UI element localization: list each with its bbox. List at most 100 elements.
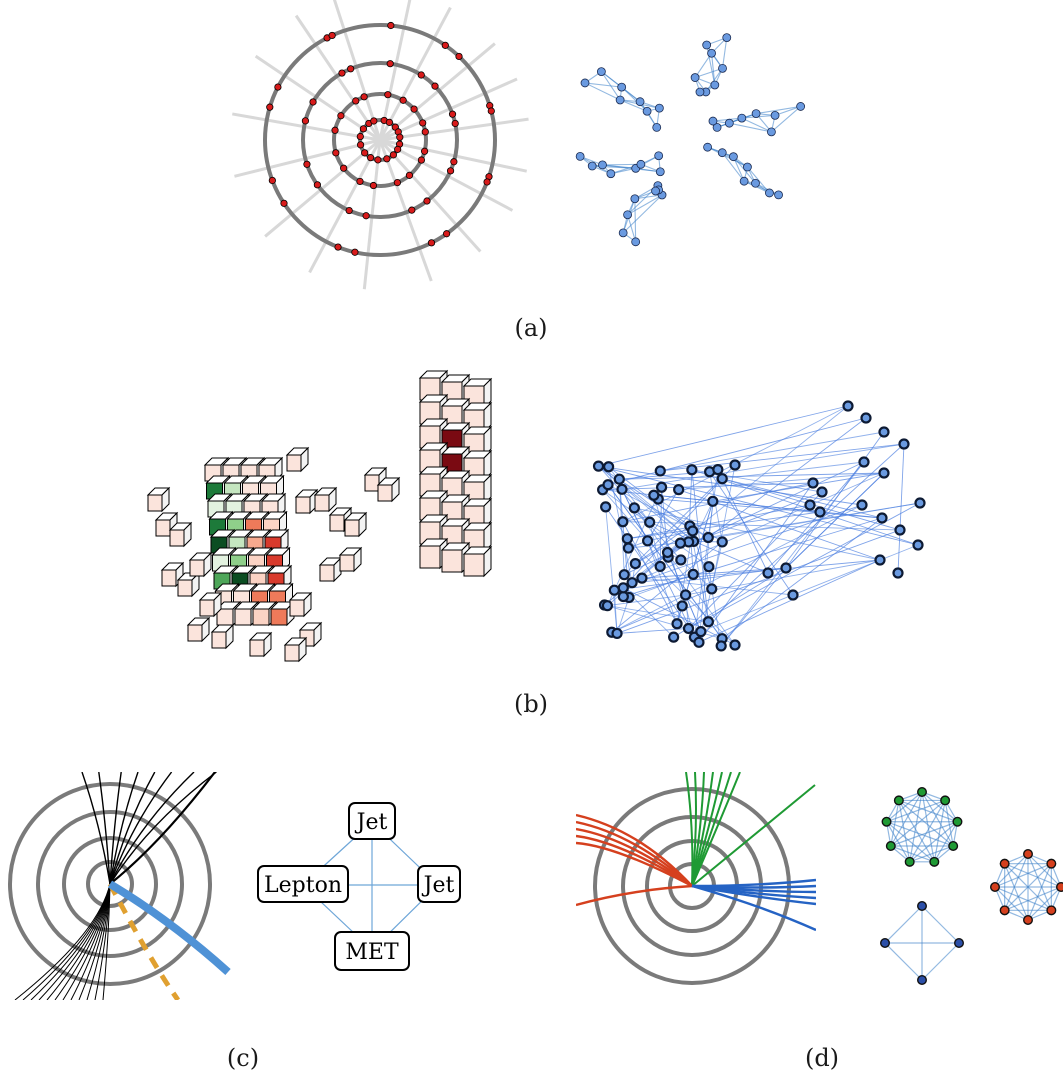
- graph-node: [661, 546, 674, 559]
- graph-edge: [721, 37, 728, 69]
- clique-edge: [909, 791, 923, 862]
- clique-edge: [890, 845, 935, 863]
- graph-node: [796, 102, 806, 111]
- graph-node: [636, 572, 648, 584]
- graph-edge: [774, 105, 801, 116]
- calorimeter-cell: [339, 554, 355, 572]
- graph-node: [770, 110, 780, 120]
- hit-point: [313, 181, 321, 189]
- hit-point: [337, 112, 345, 120]
- clique-node-blue: [954, 938, 965, 949]
- graph-edge: [694, 67, 723, 79]
- hit-point: [347, 65, 355, 73]
- graph-edge: [621, 489, 649, 541]
- hit-point: [443, 230, 451, 238]
- track-line: [362, 139, 382, 290]
- jet-tracks: [14, 772, 217, 1000]
- graph-edge: [623, 587, 736, 646]
- graph-edge: [613, 590, 618, 634]
- hit-point: [338, 69, 346, 77]
- graph-node: [651, 186, 660, 196]
- clique-node-red: [1046, 858, 1057, 869]
- detector-ring: [621, 815, 763, 957]
- graph-node: [894, 524, 906, 536]
- track-line: [332, 0, 382, 141]
- hit-point: [331, 126, 339, 134]
- graph-node: [876, 512, 888, 524]
- graph-node: [804, 499, 816, 511]
- track-line: [232, 112, 381, 142]
- jet-track: [109, 772, 195, 885]
- caption-c: (c): [227, 1044, 259, 1072]
- graph-node: [914, 497, 926, 509]
- graph-edge: [708, 417, 867, 538]
- graph-node: [780, 562, 792, 574]
- hit-point: [487, 107, 495, 115]
- node-jet-top: Jet: [348, 802, 396, 840]
- graph-node: [587, 161, 597, 171]
- hit-point: [303, 160, 311, 168]
- hit-point: [360, 93, 368, 101]
- graph-node: [673, 484, 685, 496]
- graph-node: [856, 499, 868, 511]
- calorimeter-cell: [295, 496, 311, 514]
- graph-node: [686, 464, 698, 476]
- graph-edge: [607, 605, 709, 623]
- node-jet-right: Jet: [417, 865, 461, 903]
- graph-node: [626, 577, 638, 589]
- graph-edge: [627, 214, 637, 242]
- panel-c-object-graph: Jet Lepton Jet MET: [257, 802, 461, 971]
- clique-edge: [884, 942, 923, 981]
- jet-track: [109, 772, 216, 885]
- track-line: [254, 54, 381, 142]
- clique-node-blue: [917, 975, 928, 986]
- hit-point: [359, 125, 368, 133]
- detector-ring: [86, 860, 134, 908]
- graph-node: [706, 583, 718, 595]
- hit-point: [420, 147, 429, 155]
- graph-node: [774, 190, 783, 200]
- hit-point: [351, 248, 359, 256]
- graph-edge: [619, 478, 694, 542]
- graph-node: [611, 627, 623, 640]
- jet-track: [109, 772, 173, 885]
- clique-edge: [890, 800, 900, 847]
- graph-node: [642, 535, 654, 547]
- graph-node: [690, 73, 700, 82]
- graph-node: [716, 473, 728, 485]
- clique-node-red: [999, 858, 1010, 869]
- graph-node: [807, 477, 819, 489]
- clique-node-green: [948, 841, 959, 852]
- hit-point: [483, 178, 491, 186]
- jet-track-red: [576, 813, 693, 887]
- jet-track-red: [576, 834, 693, 888]
- hit-point: [369, 181, 378, 190]
- graph-edge: [785, 472, 885, 569]
- calorimeter-cell: [364, 474, 380, 492]
- graph-node: [631, 237, 641, 247]
- jet-track-red: [576, 827, 693, 887]
- graph-node: [654, 560, 666, 573]
- detector-hits: [266, 21, 495, 256]
- graph-edge: [709, 471, 794, 596]
- graph-node: [671, 618, 683, 630]
- graph-edge: [688, 502, 921, 629]
- clique-node-red: [990, 882, 1001, 893]
- hit-point: [387, 21, 395, 30]
- panel-d-event-display: [576, 772, 816, 985]
- graph-node: [860, 412, 872, 424]
- track-line: [379, 138, 528, 173]
- graph-edge: [616, 529, 901, 634]
- track-line: [308, 139, 382, 274]
- panel-a: (a): [232, 0, 806, 342]
- graph-edge: [729, 122, 772, 133]
- graph-edge: [584, 82, 622, 88]
- graph-edge: [602, 489, 648, 542]
- detector-ring: [332, 92, 428, 188]
- panel-b: (b): [146, 369, 926, 718]
- calorimeter-cell: [463, 553, 485, 577]
- clique-edge: [898, 800, 911, 862]
- graph-edge: [709, 471, 723, 542]
- calorimeter-cell: [319, 564, 335, 582]
- graph-edge: [660, 431, 885, 472]
